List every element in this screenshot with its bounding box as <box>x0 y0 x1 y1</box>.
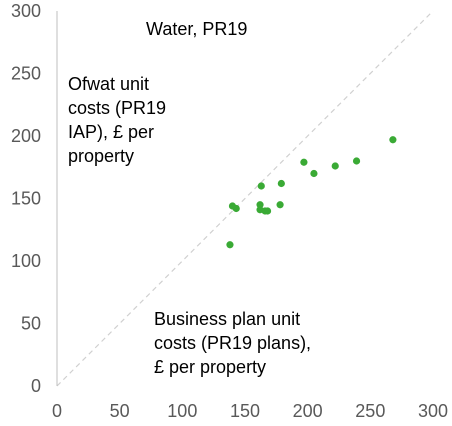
x-tick-labels: 0 50 100 150 200 250 300 <box>52 401 448 421</box>
x-tick-label: 300 <box>418 401 448 421</box>
y-tick-label: 100 <box>11 251 41 271</box>
data-points <box>226 136 397 249</box>
data-point <box>226 241 234 249</box>
x-axis-label: Business plan unit costs (PR19 plans), £… <box>154 309 316 377</box>
data-point <box>276 201 284 209</box>
y-axis-label: Ofwat unit costs (PR19 IAP), £ per prope… <box>68 74 171 166</box>
data-point <box>310 169 318 178</box>
y-tick-label: 150 <box>11 189 41 209</box>
y-axis-label-line-3: IAP), £ per <box>68 122 154 142</box>
x-tick-label: 200 <box>293 401 323 421</box>
data-point <box>352 157 361 165</box>
x-tick-label: 50 <box>110 401 130 421</box>
y-axis-label-line-2: costs (PR19 <box>68 98 166 118</box>
data-point <box>277 179 285 188</box>
x-axis-label-line-1: Business plan unit <box>154 309 300 329</box>
x-axis-label-line-2: costs (PR19 plans), <box>154 333 311 353</box>
x-tick-label: 100 <box>167 401 197 421</box>
y-tick-label: 300 <box>11 1 41 21</box>
reference-line-layer <box>56 10 434 387</box>
y-axis-label-line-4: property <box>68 146 134 166</box>
reference-line <box>56 10 434 387</box>
x-tick-label: 150 <box>230 401 260 421</box>
chart-title: Water, PR19 <box>146 19 247 39</box>
x-tick-label: 0 <box>52 401 62 421</box>
y-tick-label: 50 <box>21 314 41 334</box>
data-point <box>256 201 264 209</box>
y-tick-labels: 0 50 100 150 200 250 300 <box>11 1 41 396</box>
data-point <box>331 162 339 170</box>
x-tick-label: 250 <box>355 401 385 421</box>
y-axis-label-line-1: Ofwat unit <box>68 74 149 94</box>
x-axis-label-line-3: £ per property <box>154 357 266 377</box>
y-tick-label: 200 <box>11 126 41 146</box>
y-tick-label: 250 <box>11 64 41 84</box>
data-point <box>389 136 397 144</box>
y-tick-label: 0 <box>31 376 41 396</box>
data-point <box>300 158 308 166</box>
data-point <box>263 207 272 215</box>
data-point <box>257 182 265 190</box>
data-point <box>232 204 240 213</box>
